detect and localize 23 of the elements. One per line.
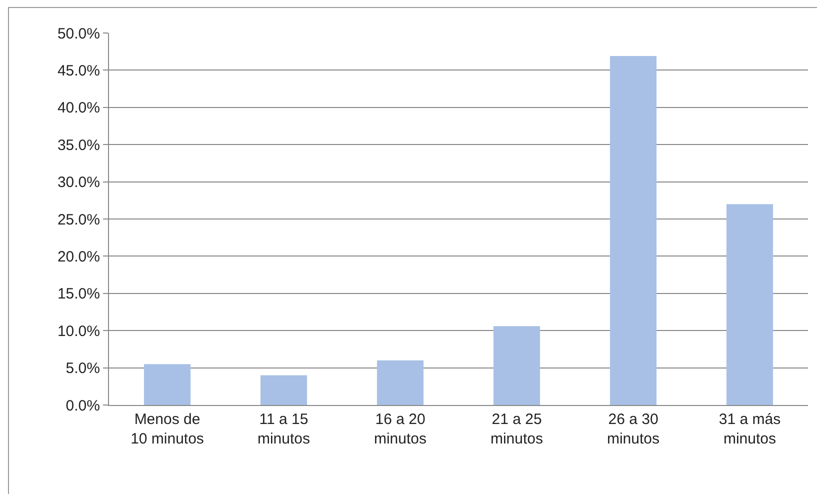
y-tick-label: 25.0% [57, 211, 100, 228]
x-tick-label: Menos de 10 minutos [130, 411, 204, 448]
bar [260, 375, 308, 405]
y-tick-label: 15.0% [57, 286, 100, 303]
x-tick-label: 31 a más minutos [718, 411, 781, 448]
y-tick-label: 50.0% [57, 25, 100, 42]
bar [144, 364, 191, 405]
y-tick-label: 35.0% [57, 136, 100, 154]
y-tick-label: 40.0% [57, 100, 100, 117]
bar [726, 204, 774, 405]
bar [376, 360, 424, 405]
y-tick-label: 20.0% [57, 248, 100, 266]
x-tick-label: 26 a 30 minutos [606, 411, 660, 448]
x-tick-label: 21 a 25 minutos [490, 411, 544, 448]
y-tick-label: 30.0% [57, 174, 100, 192]
bar [493, 326, 540, 405]
y-tick-label: 0.0% [66, 397, 100, 414]
y-tick-label: 5.0% [66, 360, 100, 378]
bar [610, 56, 657, 405]
x-tick-label: 16 a 20 minutos [374, 411, 427, 448]
x-tick-label: 11 a 15 minutos [257, 411, 310, 448]
y-tick-label: 10.0% [57, 322, 100, 340]
y-tick-label: 45.0% [57, 62, 100, 80]
